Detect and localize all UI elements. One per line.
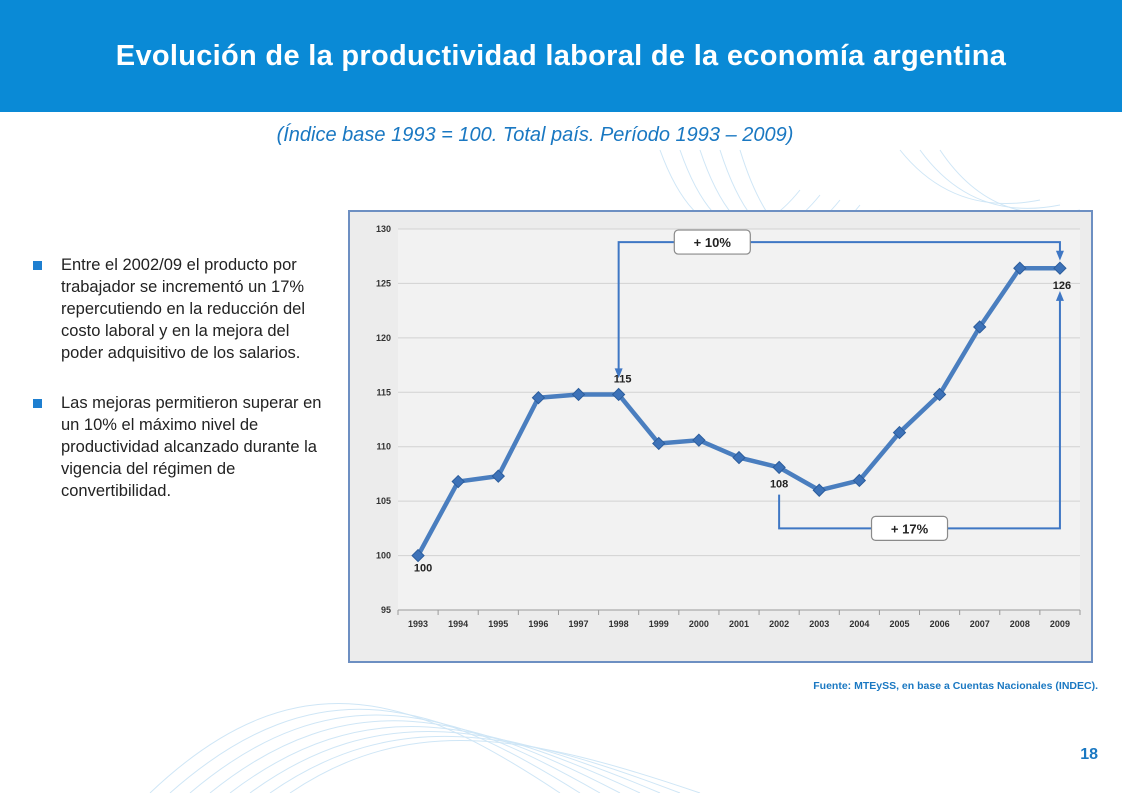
annotation-connector-10 [617,241,1061,373]
chart-container: 95 100 105 110 115 120 125 130 1993 1994 1995 1996 1… [348,210,1093,663]
page-title: Evolución de la productividad laboral de… [115,40,1007,72]
x-tick-label: 1993 [408,619,428,629]
x-tick-label: 2005 [889,619,909,629]
bullet-list: Entre el 2002/09 el producto por trabaja… [33,254,323,530]
data-point-2000 [692,433,706,447]
x-tick-label: 2001 [729,619,749,629]
y-tick-label: 105 [376,496,391,506]
annotation-plus-10-box [673,229,751,255]
point-label-2009: 126 [1053,280,1071,292]
page-subtitle: (Índice base 1993 = 100. Total país. Per… [276,124,794,146]
productivity-line-chart: 95 100 105 110 115 120 125 130 1993 1994 1995 1996 1… [376,224,1081,629]
data-point-1995 [491,469,506,483]
x-tick-label: 1996 [528,619,548,629]
x-tick-label: 1997 [569,619,589,629]
y-tick-label: 130 [376,224,391,234]
x-tick-label: 1994 [448,619,468,629]
y-tick-label: 125 [376,278,391,288]
bullet-text: Las mejoras permitieron superar en un 10… [61,394,322,500]
data-point-2007 [972,320,987,334]
y-tick-label: 120 [376,333,391,343]
header-bar [0,0,1122,112]
annotation-plus-17-box [870,515,949,541]
data-point-2003 [812,483,826,497]
data-point-1998 [611,387,626,402]
bullet-text: Entre el 2002/09 el producto por trabaja… [61,256,305,362]
point-label-2002: 108 [770,478,788,490]
data-point-2008 [1013,261,1027,275]
x-tick-label: 2000 [689,619,709,629]
x-tick-label: 1995 [488,619,508,629]
x-tick-label: 1998 [609,619,629,629]
data-point-2006 [932,387,947,402]
page-number: 18 [1080,746,1098,763]
x-tick-label: 2006 [930,619,950,629]
plot-area [398,229,1080,610]
data-point-2002 [772,460,786,475]
data-point-1993 [411,548,425,563]
bullet-item: Las mejoras permitieron superar en un 10… [33,392,323,502]
data-point-2001 [732,450,746,465]
data-point-2009 [1053,261,1067,275]
x-tick-label: 2002 [769,619,789,629]
arrow-head-icon [614,368,623,379]
bullet-item: Entre el 2002/09 el producto por trabaja… [33,254,323,364]
data-point-1997 [571,387,586,402]
y-tick-label: 100 [376,551,391,561]
x-tick-label: 1999 [649,619,669,629]
x-tick-label: 2008 [1010,619,1030,629]
annotation-plus-17-label: + 17% [891,521,929,536]
data-point-1994 [451,474,465,489]
data-point-1999 [652,436,666,451]
x-tick-label: 2009 [1050,619,1070,629]
point-label-1998: 115 [614,373,632,385]
source-note: Fuente: MTEySS, en base a Cuentas Nacion… [813,680,1098,692]
data-point-1996 [531,391,546,405]
annotation-plus-10-label: + 10% [694,235,732,250]
y-tick-label: 95 [381,605,391,615]
point-label-1993: 100 [414,563,432,575]
x-tick-label: 2003 [809,619,829,629]
x-tick-label: 2004 [849,619,869,629]
data-point-2005 [892,425,907,440]
arrow-head-icon [1055,250,1064,261]
data-point-2004 [852,473,867,488]
y-tick-label: 115 [376,387,391,397]
bullet-square-icon [33,399,42,408]
y-tick-label: 110 [376,442,391,452]
x-tick-label: 2007 [970,619,990,629]
arrow-head-icon [1055,291,1064,301]
bullet-square-icon [33,261,42,270]
